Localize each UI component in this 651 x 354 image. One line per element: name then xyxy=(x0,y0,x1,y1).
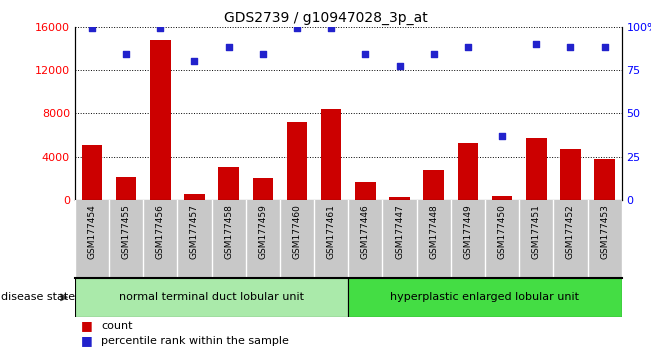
FancyBboxPatch shape xyxy=(348,278,622,317)
Point xyxy=(87,25,97,31)
Text: GSM177448: GSM177448 xyxy=(429,204,438,259)
Bar xyxy=(492,196,512,200)
Text: count: count xyxy=(101,320,132,331)
Point xyxy=(360,51,370,57)
Text: GSM177455: GSM177455 xyxy=(122,204,131,259)
Bar xyxy=(355,182,376,200)
Text: GSM177451: GSM177451 xyxy=(532,204,541,259)
Bar xyxy=(219,167,239,200)
Bar xyxy=(560,149,581,200)
Bar xyxy=(423,170,444,200)
Point xyxy=(155,25,165,31)
Text: GSM177458: GSM177458 xyxy=(224,204,233,259)
Text: GSM177449: GSM177449 xyxy=(464,204,473,259)
Text: GSM177454: GSM177454 xyxy=(87,204,96,259)
Text: GSM177447: GSM177447 xyxy=(395,204,404,259)
Text: GSM177450: GSM177450 xyxy=(497,204,506,259)
Point xyxy=(292,25,302,31)
Text: GSM177453: GSM177453 xyxy=(600,204,609,259)
Point xyxy=(531,41,542,47)
Text: GDS2739 / g10947028_3p_at: GDS2739 / g10947028_3p_at xyxy=(224,11,427,25)
Point xyxy=(189,58,200,64)
Text: GSM177460: GSM177460 xyxy=(292,204,301,259)
Text: ■: ■ xyxy=(81,334,93,347)
Bar xyxy=(184,194,204,200)
Text: normal terminal duct lobular unit: normal terminal duct lobular unit xyxy=(119,292,304,302)
Text: GSM177457: GSM177457 xyxy=(190,204,199,259)
Text: GSM177456: GSM177456 xyxy=(156,204,165,259)
Point xyxy=(497,133,507,139)
Bar xyxy=(253,178,273,200)
Bar xyxy=(286,122,307,200)
Point xyxy=(395,64,405,69)
Point xyxy=(258,51,268,57)
Point xyxy=(428,51,439,57)
Point xyxy=(223,45,234,50)
Point xyxy=(565,45,575,50)
Bar xyxy=(116,177,137,200)
Text: disease state: disease state xyxy=(1,292,76,302)
Point xyxy=(326,25,337,31)
Bar xyxy=(389,197,409,200)
Text: percentile rank within the sample: percentile rank within the sample xyxy=(101,336,289,346)
Text: hyperplastic enlarged lobular unit: hyperplastic enlarged lobular unit xyxy=(391,292,579,302)
Point xyxy=(121,51,132,57)
Bar xyxy=(594,159,615,200)
Bar xyxy=(82,145,102,200)
FancyBboxPatch shape xyxy=(75,278,348,317)
Text: GSM177452: GSM177452 xyxy=(566,204,575,259)
Text: GSM177446: GSM177446 xyxy=(361,204,370,259)
Text: ■: ■ xyxy=(81,319,93,332)
Point xyxy=(600,45,610,50)
Bar xyxy=(150,40,171,200)
Bar xyxy=(526,138,546,200)
Text: GSM177459: GSM177459 xyxy=(258,204,268,259)
Bar xyxy=(458,143,478,200)
Text: GSM177461: GSM177461 xyxy=(327,204,336,259)
Bar xyxy=(321,109,341,200)
Point xyxy=(463,45,473,50)
